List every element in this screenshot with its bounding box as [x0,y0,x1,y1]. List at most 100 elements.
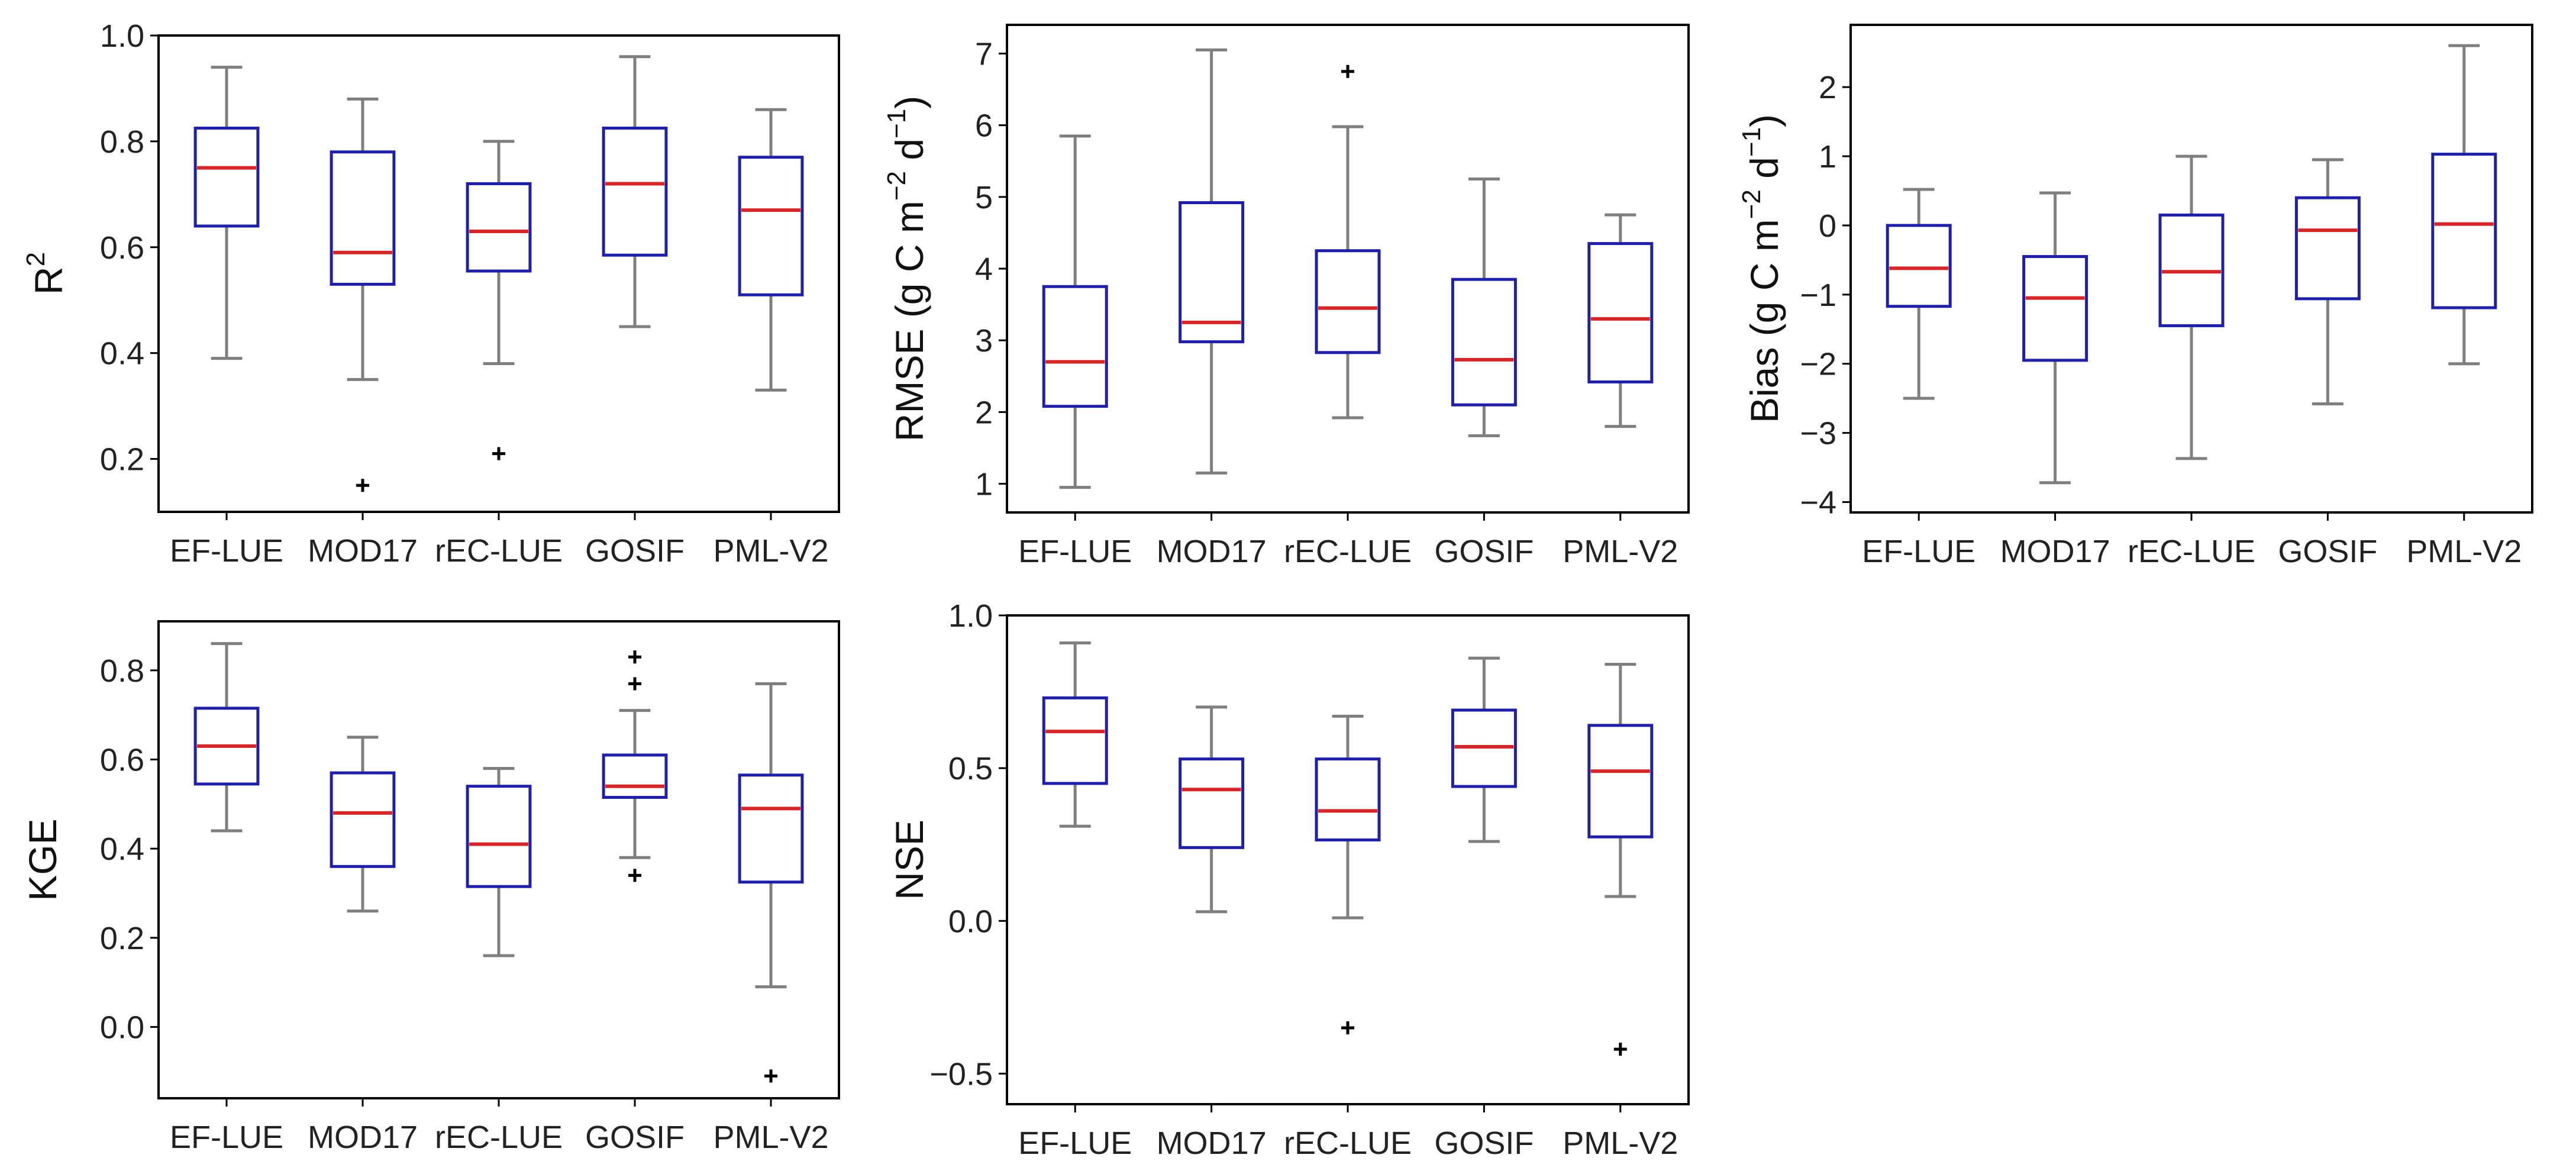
y-tick-label: 3 [975,323,993,359]
x-tick-label: PML-V2 [713,1120,828,1155]
x-tick-label: rEC-LUE [2128,534,2255,569]
y-axis-label: R2 [21,252,70,295]
x-tick-label: GOSIF [585,533,685,569]
x-tick-label: EF-LUE [170,533,283,569]
y-tick-label: 0.6 [100,743,144,778]
y-tick-label: 2 [1819,70,1836,105]
y-axis-label: Bias (g C m−2 d−1) [1737,114,1786,423]
outlier-point [1613,1043,1627,1056]
x-tick-label: EF-LUE [1018,534,1132,569]
y-axis-ticks: 0.2 0.4 0.6 0.8 1.0 [100,18,159,478]
x-axis-ticks: EF-LUE MOD17 rEC-LUE GOSIF PML-V2 [170,512,829,569]
y-axis-label-sup2: −1 [882,109,911,138]
outlier-point [492,447,505,460]
y-axis-ticks: −4 −3 −2 −1 0 1 2 [1800,70,1851,520]
y-axis-label-sup1: −2 [882,171,911,201]
panel-nse: −0.5 0.0 0.5 1.0 EF-LUE MOD17 rEC-LUE GOSIF PML… [887,598,1690,1161]
panel-bias: −4 −3 −2 −1 0 1 2 EF-LUE MOD17 rEC-LUE GOSIF PML-V… [1737,24,2533,569]
iqr-box [1179,201,1245,344]
iqr-box [1315,249,1381,354]
y-axis-label-sup2: −1 [1737,127,1766,157]
x-tick-label: EF-LUE [170,1120,283,1155]
y-axis-ticks: −0.5 0.0 0.5 1.0 [929,598,1007,1092]
iqr-box [330,771,396,868]
x-tick-label: EF-LUE [1018,1125,1132,1161]
y-tick-label: −0.5 [929,1056,993,1092]
x-tick-label: MOD17 [2000,534,2110,569]
iqr-box [738,773,804,884]
box-marks [1042,48,1654,489]
x-axis-ticks: EF-LUE MOD17 rEC-LUE GOSIF PML-V2 [1018,1104,1678,1161]
x-tick-label: GOSIF [1434,534,1534,569]
panel-rmse: 1 2 3 4 5 6 7 EF-LUE MOD17 rEC-LUE GOSIF PML-V2 RM… [882,24,1690,569]
x-tick-label: rEC-LUE [435,1120,563,1155]
outlier-point [764,1069,777,1083]
y-axis-label-mid: d [887,138,931,171]
outlier-point [628,869,641,882]
x-tick-label: GOSIF [1434,1125,1534,1161]
y-tick-label: 0.2 [100,921,144,956]
y-axis-ticks: 0.0 0.2 0.4 0.6 0.8 [100,653,159,1045]
y-tick-label: 0 [1819,208,1836,244]
iqr-box [602,127,668,257]
x-tick-label: rEC-LUE [1284,1125,1412,1161]
y-tick-label: 5 [975,180,993,215]
iqr-box [466,785,532,888]
iqr-box [1315,757,1381,841]
box-marks [1886,44,2497,485]
x-tick-label: EF-LUE [1862,534,1975,569]
outlier-point [356,479,369,492]
y-axis-label-sup1: −2 [1737,189,1766,219]
x-axis-ticks: EF-LUE MOD17 rEC-LUE GOSIF PML-V2 [1862,512,2522,569]
y-axis-label: RMSE (g C m−2 d−1) [882,96,931,441]
outlier-point [628,650,641,664]
x-axis-ticks: EF-LUE MOD17 rEC-LUE GOSIF PML-V2 [1018,512,1678,569]
x-tick-label: PML-V2 [1563,1125,1678,1161]
outlier-point [628,677,641,691]
x-tick-label: rEC-LUE [1284,534,1412,569]
x-tick-label: PML-V2 [1563,534,1678,569]
y-tick-label: 0.8 [100,653,144,689]
y-axis-label-superscript: 2 [21,252,50,266]
iqr-box [1042,285,1108,408]
y-tick-label: 1.0 [948,598,993,634]
y-tick-label: −3 [1800,416,1836,451]
y-tick-label: 6 [975,108,993,144]
y-tick-label: 0.2 [100,442,144,478]
y-axis-label: NSE [887,820,931,900]
x-tick-label: PML-V2 [2406,534,2522,569]
iqr-box [738,156,804,296]
y-tick-label: 0.0 [948,904,993,939]
iqr-box [1042,696,1108,785]
y-axis-label: KGE [21,818,64,901]
x-tick-label: MOD17 [1157,1125,1267,1161]
x-tick-label: MOD17 [308,533,418,569]
box-marks [193,642,804,1083]
y-axis-ticks: 1 2 3 4 5 6 7 [975,36,1007,502]
y-tick-label: 4 [975,251,993,287]
x-tick-label: MOD17 [308,1120,418,1155]
x-tick-label: MOD17 [1157,534,1267,569]
box-marks [193,55,804,492]
y-axis-label-main: R [27,266,70,295]
iqr-box [602,753,668,799]
y-tick-label: 0.4 [100,336,144,372]
iqr-box [2294,196,2361,301]
y-tick-label: 0.6 [100,230,144,266]
y-tick-label: 0.0 [100,1009,144,1045]
iqr-box [193,127,260,228]
x-tick-label: rEC-LUE [435,533,563,569]
x-tick-label: GOSIF [2278,534,2377,569]
y-tick-label: 2 [975,395,993,430]
y-tick-label: 0.8 [100,124,144,160]
y-tick-label: −2 [1800,347,1836,382]
iqr-box [1179,757,1245,849]
iqr-box [2431,153,2497,309]
outlier-point [1341,1021,1354,1034]
y-tick-label: 7 [975,36,993,72]
y-tick-label: 1 [975,467,993,502]
iqr-box [1587,724,1654,838]
box-marks [1042,641,1654,1056]
iqr-box [1886,224,1952,308]
